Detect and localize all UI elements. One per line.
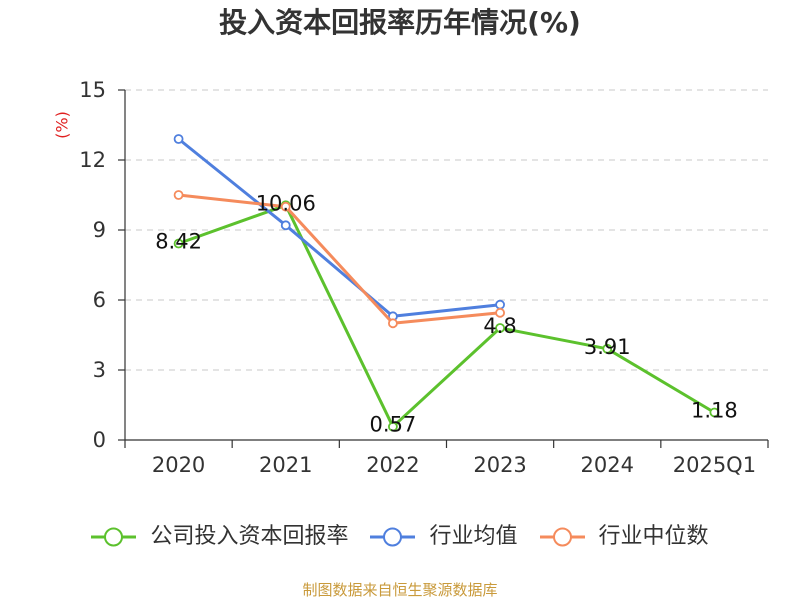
x-tick-label: 2024 — [581, 453, 634, 477]
y-tick-label: 3 — [93, 358, 106, 382]
data-label: 0.57 — [370, 413, 417, 437]
y-tick-label: 6 — [93, 288, 106, 312]
data-source-note: 制图数据来自恒生聚源数据库 — [302, 581, 498, 599]
series-2 — [173, 190, 505, 329]
series-line — [177, 137, 502, 318]
data-point — [709, 407, 720, 418]
legend-item-company-roic[interactable]: 公司投入资本回报率 — [91, 519, 348, 555]
legend-item-industry-median[interactable]: 行业中位数 — [539, 519, 709, 555]
data-point — [495, 307, 505, 318]
data-point — [388, 318, 398, 329]
y-tick-label: 12 — [79, 148, 106, 172]
data-point — [495, 323, 505, 333]
data-point — [173, 238, 184, 249]
data-label: 10.06 — [256, 191, 316, 215]
data-point — [280, 201, 291, 212]
data-point — [495, 299, 505, 310]
data-label: 3.91 — [584, 335, 631, 359]
legend-item-industry-mean[interactable]: 行业均值 — [370, 519, 518, 555]
data-point — [388, 421, 398, 432]
data-point — [173, 134, 184, 144]
series-line — [177, 193, 502, 325]
series-1 — [173, 134, 505, 322]
legend-label: 行业均值 — [429, 524, 518, 549]
axes: 0 3 6 9 12 15 2020 2021 2022 2023 2024 2025Q1 — [79, 78, 769, 477]
series-line — [177, 203, 716, 429]
x-tick-label: 2025Q1 — [673, 453, 756, 477]
y-tick-label: 9 — [93, 218, 106, 242]
legend-label: 行业中位数 — [598, 524, 709, 549]
data-label: 1.18 — [691, 398, 738, 422]
data-labels: 8.42 10.06 0.57 4.8 3.91 1.18 — [155, 191, 738, 436]
x-tick-label: 2023 — [473, 453, 526, 477]
data-label: 4.8 — [483, 314, 516, 338]
legend-label: 公司投入资本回报率 — [150, 524, 349, 549]
y-tick-label: 15 — [79, 78, 106, 102]
y-axis-title: (%) — [53, 111, 72, 139]
legend-line-marker-icon — [91, 527, 137, 547]
data-point — [280, 220, 291, 231]
x-tick-label: 2022 — [366, 453, 419, 477]
series-group — [173, 134, 720, 432]
legend-line-marker-icon — [370, 527, 416, 547]
series-0 — [173, 200, 720, 432]
legend-line-marker-icon — [539, 527, 585, 547]
data-point — [602, 343, 613, 354]
x-tick-label: 2020 — [152, 453, 205, 477]
data-point — [173, 190, 184, 200]
chart-title: 投入资本回报率历年情况(%) — [219, 6, 581, 39]
gridlines — [125, 89, 768, 371]
data-label: 8.42 — [155, 230, 202, 254]
y-tick-label: 0 — [93, 428, 106, 452]
legend: 公司投入资本回报率 行业均值 行业中位数 — [0, 519, 800, 555]
x-tick-label: 2021 — [259, 453, 312, 477]
